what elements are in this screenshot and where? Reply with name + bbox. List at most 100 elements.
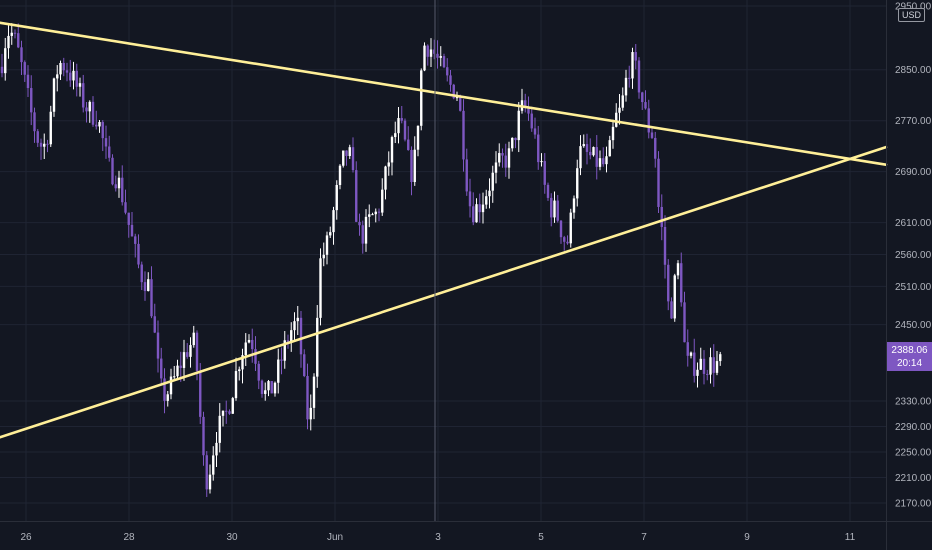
candle-body <box>403 120 407 140</box>
candle <box>101 120 104 152</box>
candle-body <box>654 137 657 159</box>
candle <box>215 432 218 467</box>
candle <box>693 338 696 383</box>
candle <box>507 141 511 179</box>
trendline-lower-support[interactable] <box>0 145 888 439</box>
candle-body <box>179 365 182 368</box>
candle <box>641 91 644 111</box>
candle <box>569 208 572 248</box>
candle <box>143 271 147 301</box>
candle <box>355 161 358 223</box>
candle-body <box>130 224 134 237</box>
candle-body <box>199 370 202 417</box>
candle <box>104 125 108 159</box>
candle <box>598 150 602 171</box>
candle-body <box>182 352 186 368</box>
candle <box>377 208 381 222</box>
candle <box>69 59 72 87</box>
candle <box>673 273 676 322</box>
candle-body <box>280 359 283 361</box>
time-tick-label: 11 <box>845 532 856 543</box>
candle <box>62 57 65 77</box>
trendline-upper-resistance[interactable] <box>0 21 888 166</box>
candle-body <box>618 107 621 113</box>
candle-body <box>46 143 49 145</box>
candle-body <box>169 376 173 395</box>
price-tick-label: 2210.00 <box>895 473 932 484</box>
candle <box>208 464 212 494</box>
candle <box>420 68 423 131</box>
candle-body <box>550 197 553 218</box>
candle <box>228 409 231 415</box>
candle-body <box>195 332 199 371</box>
candle <box>644 90 647 110</box>
candle <box>452 83 455 100</box>
candle-body <box>0 66 4 74</box>
candle <box>572 195 576 219</box>
candle <box>559 219 563 244</box>
candle <box>312 373 316 420</box>
candle-body <box>637 60 641 93</box>
candle <box>719 351 722 366</box>
price-tick-label: 2330.00 <box>895 397 932 408</box>
time-axis[interactable]: 26 28 30 Jun 3 5 7 9 11 <box>20 532 855 543</box>
candle <box>335 180 338 220</box>
candle <box>696 362 699 388</box>
candle-body <box>533 128 537 135</box>
candle-body <box>277 359 280 383</box>
candle-body <box>579 146 582 169</box>
candle-body <box>192 332 195 346</box>
candle <box>387 151 390 176</box>
candle <box>10 23 13 45</box>
candle-body <box>329 232 332 236</box>
candle-body <box>416 125 420 150</box>
candle-body <box>166 394 169 401</box>
currency-badge[interactable]: USD <box>898 8 926 22</box>
candle <box>163 368 166 414</box>
candle <box>637 57 641 99</box>
candle-body <box>507 148 511 168</box>
candle <box>449 69 452 92</box>
candle <box>59 60 62 81</box>
candle-body <box>358 221 361 226</box>
candle <box>381 178 384 216</box>
price-axis[interactable]: 2170.00 2210.00 2250.00 2290.00 2330.00 2450.… <box>895 2 932 510</box>
candle-body <box>504 155 507 168</box>
candle-body <box>361 225 364 244</box>
candle-body <box>143 282 147 292</box>
candle <box>615 103 618 128</box>
candle <box>468 178 472 218</box>
candle <box>244 333 247 366</box>
candle <box>485 189 488 209</box>
candle <box>488 178 491 209</box>
candle-body <box>371 214 374 216</box>
price-tick-label: 2170.00 <box>895 499 932 510</box>
candle-body <box>667 264 670 302</box>
candle-body <box>429 49 433 57</box>
candle <box>260 379 264 398</box>
candle-body <box>345 150 348 157</box>
price-tick-label: 2850.00 <box>895 65 932 76</box>
candle <box>478 193 481 223</box>
candle <box>23 60 26 82</box>
candle-body <box>702 358 706 374</box>
candle-body <box>78 83 82 87</box>
candle <box>585 133 589 165</box>
candle-body <box>433 49 436 54</box>
candle <box>475 198 478 223</box>
candle <box>156 320 160 373</box>
candle-body <box>589 151 592 156</box>
candle-body <box>517 110 520 141</box>
candle <box>26 65 30 98</box>
candle <box>537 125 540 170</box>
trendlines-layer[interactable] <box>0 21 888 439</box>
candle-body <box>641 92 644 103</box>
candle-body <box>462 110 465 160</box>
candle <box>540 153 543 167</box>
candle-body <box>160 358 163 379</box>
candle-body <box>407 139 410 150</box>
candle-body <box>351 147 355 171</box>
candle <box>117 170 121 198</box>
candle-body <box>465 159 468 192</box>
